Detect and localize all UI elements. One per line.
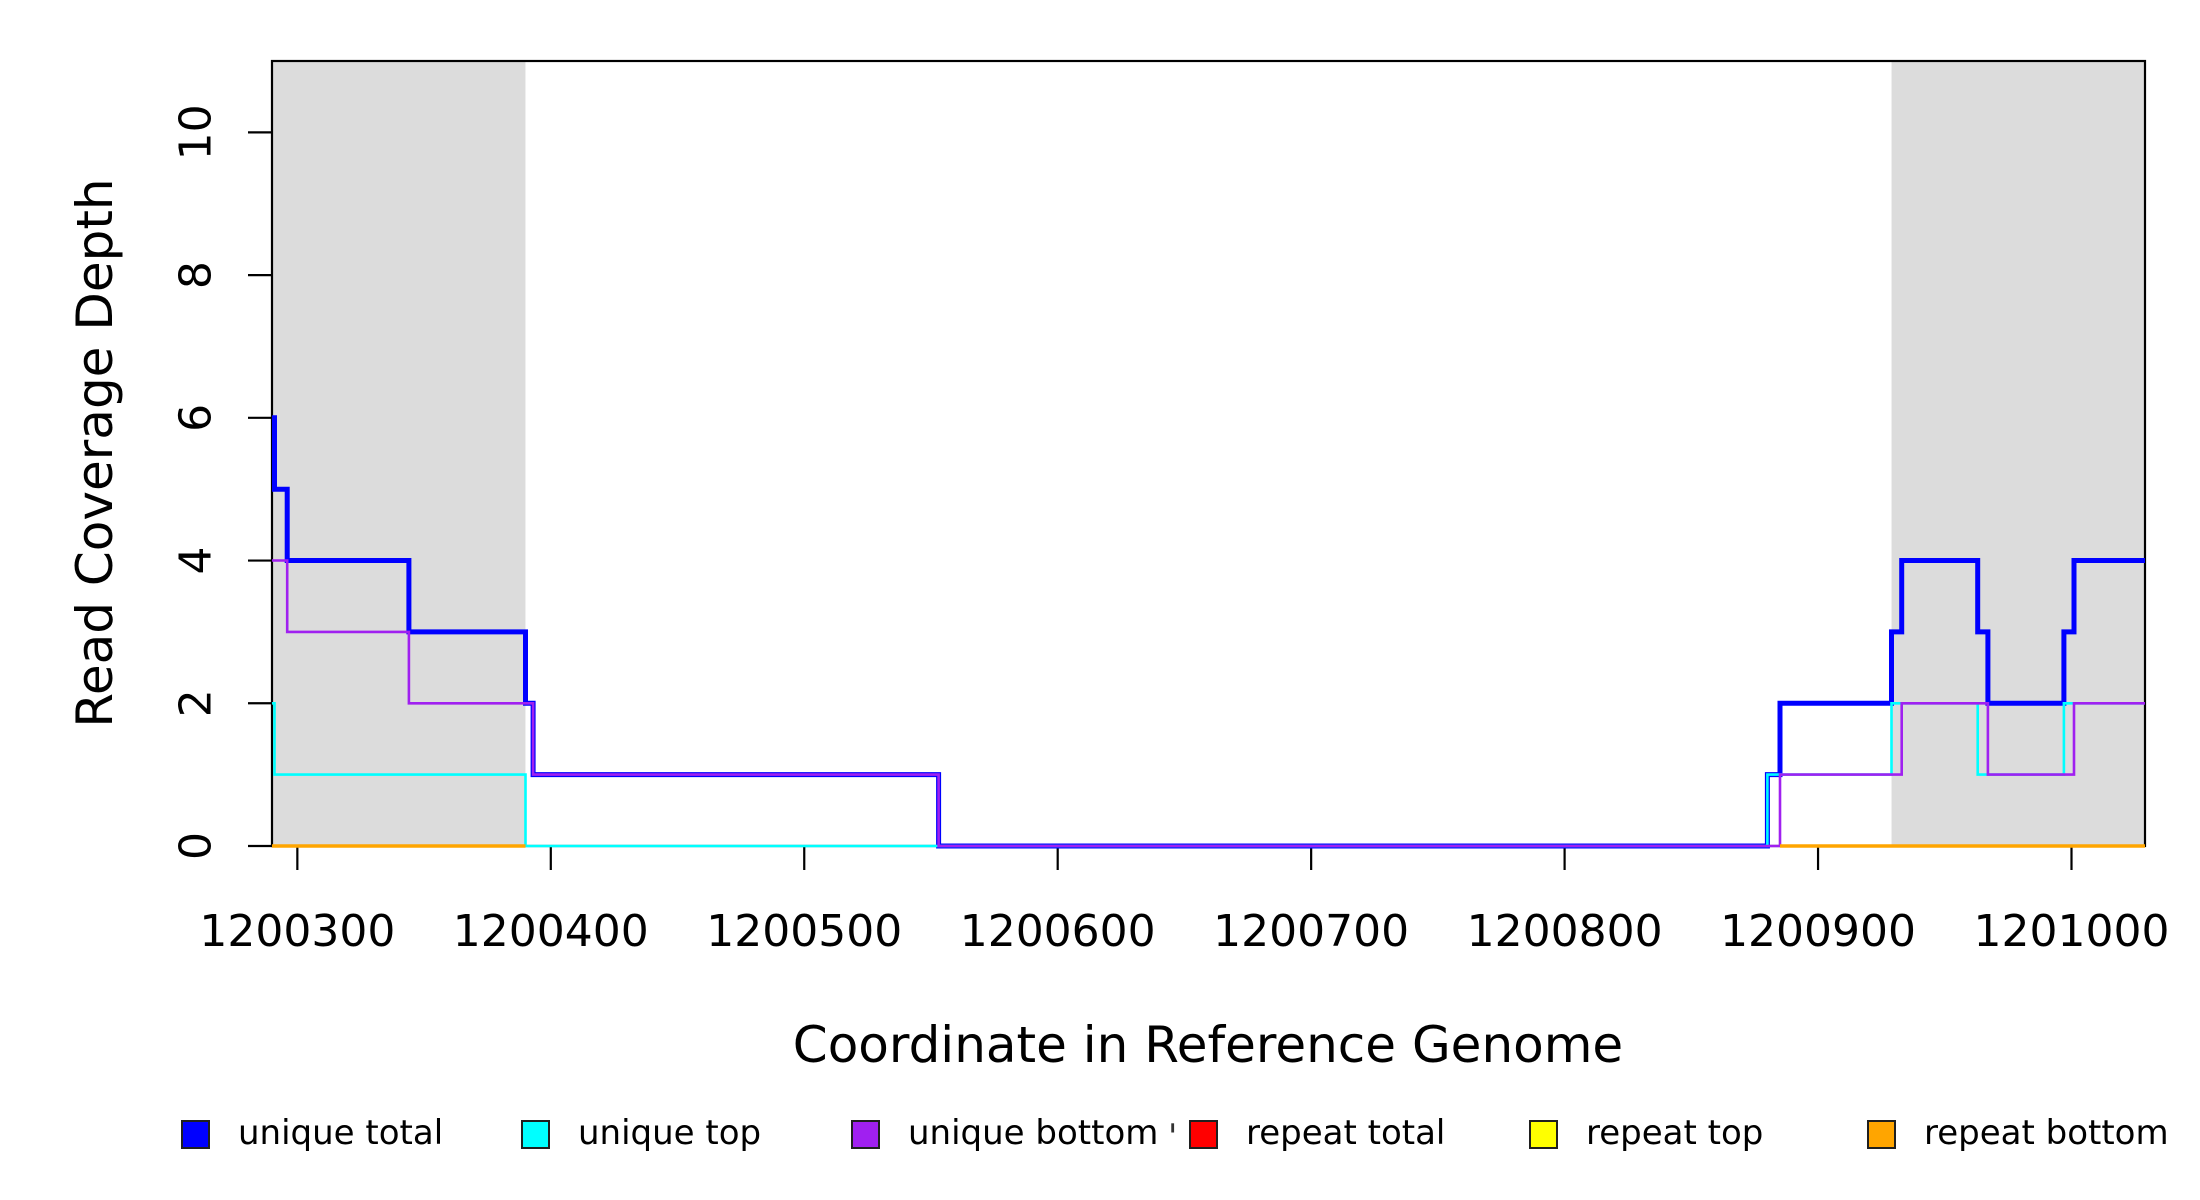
repeat-region-left	[272, 61, 526, 846]
x-axis-tick-label: 1200500	[706, 906, 902, 957]
legend-swatch-unique-top	[521, 1120, 550, 1149]
x-axis-tick-label: 1201000	[1974, 906, 2170, 957]
x-axis-tick-label: 1200800	[1467, 906, 1663, 957]
legend-swatch-repeat-bottom	[1867, 1120, 1896, 1149]
repeat-region-right	[1891, 61, 2145, 846]
series-line-unique-bottom	[272, 559, 2145, 848]
x-axis-title: Coordinate in Reference Genome	[793, 1016, 1623, 1074]
y-axis-tick-label: 2	[171, 689, 222, 717]
annotations: '	[1168, 1117, 1177, 1157]
x-axis-tick-label: 1200900	[1720, 906, 1916, 957]
y-axis-tick-label: 8	[171, 261, 222, 289]
y-axis-tick-label: 0	[171, 832, 222, 860]
y-axis-tick-label: 6	[171, 404, 222, 432]
x-axis-tick-label: 1200700	[1213, 906, 1409, 957]
y-axis-tick-label: 10	[171, 104, 222, 160]
legend: unique total unique top unique bottom repea…	[181, 1113, 2169, 1153]
repeat-region-highlights	[272, 61, 2145, 846]
legend-swatch-repeat-top	[1529, 1120, 1558, 1149]
legend-swatch-unique-total	[181, 1120, 210, 1149]
legend-label-unique-top: unique top	[578, 1113, 761, 1153]
legend-label-repeat-top: repeat top	[1586, 1113, 1763, 1153]
x-axis-tick-label: 1200400	[453, 906, 649, 957]
x-axis-tick-label: 1200300	[199, 906, 395, 957]
y-axis-title: Read Coverage Depth	[66, 178, 124, 727]
legend-swatch-unique-bottom	[851, 1120, 880, 1149]
legend-label-unique-total: unique total	[238, 1113, 443, 1153]
legend-label-repeat-bottom: repeat bottom	[1924, 1113, 2169, 1153]
series-lines	[272, 415, 2145, 849]
legend-label-unique-bottom: unique bottom	[908, 1113, 1158, 1153]
y-axis-tick-label: 4	[171, 547, 222, 575]
legend-swatch-repeat-total	[1189, 1120, 1218, 1149]
stray-mark: '	[1168, 1117, 1177, 1157]
x-axis-tick-label: 1200600	[960, 906, 1156, 957]
legend-label-repeat-total: repeat total	[1246, 1113, 1445, 1153]
